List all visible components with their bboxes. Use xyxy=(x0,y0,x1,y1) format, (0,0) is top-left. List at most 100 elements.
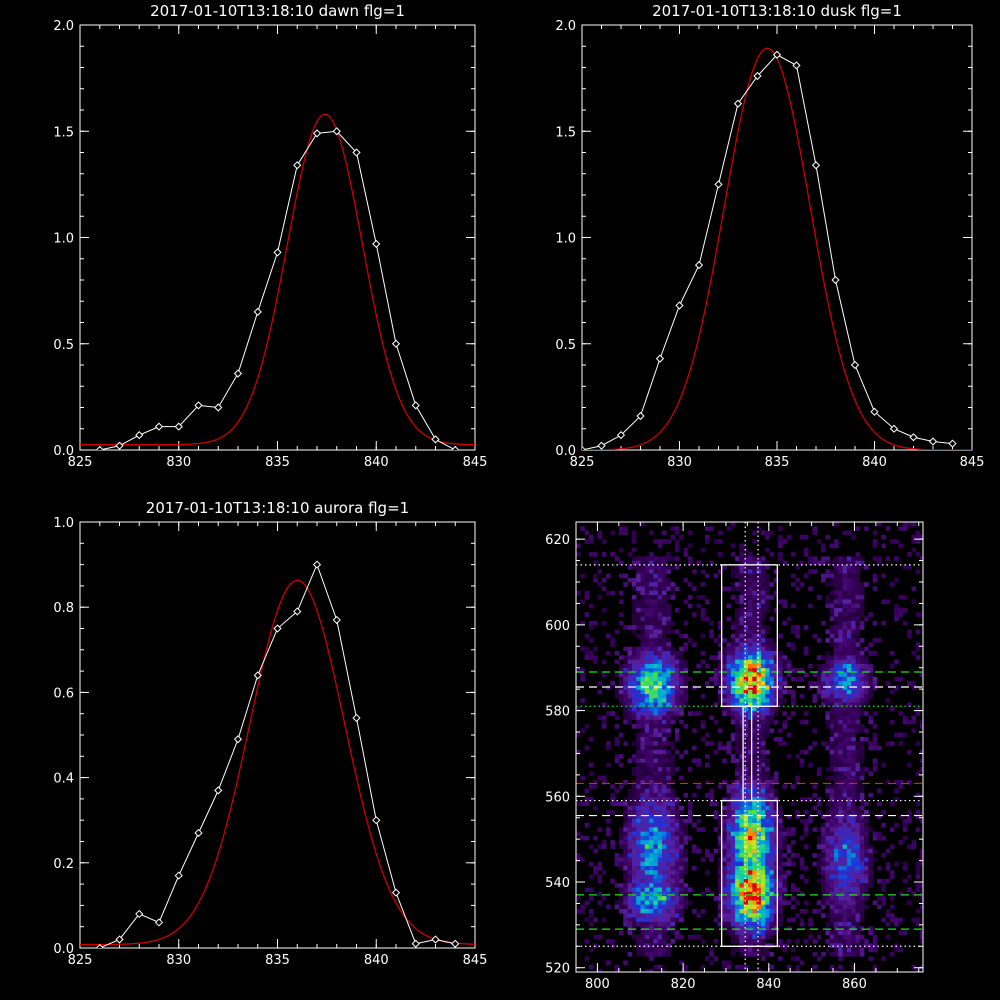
heatmap-cell xyxy=(825,891,830,897)
x-tick-label: 800 xyxy=(585,977,610,992)
heatmap-cell xyxy=(778,883,783,888)
heatmap-cell xyxy=(657,732,663,738)
heatmap-cell xyxy=(717,668,723,673)
heatmap-cell xyxy=(748,939,753,944)
heatmap-cell xyxy=(743,835,749,841)
data-point-marker xyxy=(135,431,144,440)
heatmap-cell xyxy=(748,702,753,708)
heatmap-cell xyxy=(825,651,830,656)
heatmap-cell xyxy=(872,620,878,626)
heatmap-cell xyxy=(864,857,869,862)
heatmap-cell xyxy=(644,629,650,635)
heatmap-cell xyxy=(821,655,826,660)
heatmap-cell xyxy=(627,896,633,901)
heatmap-cell xyxy=(881,762,886,768)
heatmap-cell xyxy=(765,792,770,798)
heatmap-cell xyxy=(851,694,856,699)
heatmap-cell xyxy=(812,792,818,798)
heatmap-cell xyxy=(838,771,843,776)
heatmap-cell xyxy=(696,934,701,940)
heatmap-cell xyxy=(627,861,633,867)
heatmap-cell xyxy=(829,599,835,604)
heatmap-cell xyxy=(842,603,848,609)
heatmap-cell xyxy=(855,715,861,721)
heatmap-cell xyxy=(640,805,646,811)
heatmap-cell xyxy=(855,835,861,841)
heatmap-cell xyxy=(696,758,701,764)
heatmap-cell xyxy=(760,827,766,832)
heatmap-cell xyxy=(760,732,766,738)
heatmap-cell xyxy=(846,797,852,802)
heatmap-cell xyxy=(666,728,671,733)
heatmap-cell xyxy=(717,891,723,897)
heatmap-cell xyxy=(846,805,852,811)
heatmap-cell xyxy=(709,620,714,626)
heatmap-cell xyxy=(868,857,873,862)
heatmap-cell xyxy=(773,835,779,841)
heatmap-cell xyxy=(657,612,663,617)
heatmap-cell xyxy=(846,814,852,819)
heatmap-cell xyxy=(653,784,658,789)
heatmap-cell xyxy=(649,689,654,695)
data-point-marker xyxy=(616,431,626,440)
heatmap-cell xyxy=(834,827,839,832)
heatmap-cell xyxy=(765,706,770,712)
heatmap-cell xyxy=(739,913,744,918)
heatmap-cell xyxy=(709,633,714,639)
heatmap-cell xyxy=(915,921,921,927)
heatmap-cell xyxy=(662,711,667,716)
heatmap-cell xyxy=(644,732,650,738)
heatmap-cell xyxy=(623,870,628,875)
heatmap-cell xyxy=(752,603,757,609)
heatmap-cell xyxy=(825,926,830,931)
heatmap-cell xyxy=(851,964,856,970)
heatmap-cell xyxy=(619,887,624,893)
heatmap-cell xyxy=(894,603,899,609)
data-point-marker xyxy=(115,441,124,450)
heatmap-cell xyxy=(859,685,865,690)
heatmap-cell xyxy=(877,896,882,901)
heatmap-cell xyxy=(640,926,646,931)
heatmap-cell xyxy=(614,853,620,858)
heatmap-cell xyxy=(705,870,710,875)
heatmap-cell xyxy=(726,651,732,656)
heatmap-cell xyxy=(627,711,633,716)
heatmap-cell xyxy=(825,595,830,600)
heatmap-cell xyxy=(778,913,783,918)
heatmap-cell xyxy=(623,835,628,841)
heatmap-cell xyxy=(636,711,641,716)
heatmap-cell xyxy=(657,797,663,802)
heatmap-cell xyxy=(623,676,628,682)
x-tick-label: 835 xyxy=(265,953,290,968)
heatmap-cell xyxy=(816,663,822,669)
heatmap-cell xyxy=(859,900,865,905)
heatmap-cell xyxy=(872,573,878,579)
heatmap-cell xyxy=(838,784,843,789)
heatmap-cell xyxy=(644,754,650,759)
heatmap-cell xyxy=(657,831,663,837)
heatmap-cell xyxy=(739,762,744,768)
heatmap-cell xyxy=(834,595,839,600)
heatmap-cell xyxy=(803,547,809,553)
heatmap-cell xyxy=(735,805,740,811)
heatmap-cell xyxy=(851,702,856,708)
heatmap-cell xyxy=(640,749,646,755)
heatmap-cell xyxy=(748,663,753,669)
heatmap-cell xyxy=(640,646,646,652)
heatmap-cell xyxy=(670,586,676,592)
heatmap-cell xyxy=(760,767,766,772)
heatmap-cell xyxy=(791,887,796,893)
heatmap-cell xyxy=(855,878,861,884)
heatmap-cell xyxy=(838,857,843,862)
heatmap-cell xyxy=(756,556,762,561)
heatmap-cell xyxy=(657,887,663,893)
heatmap-cell xyxy=(760,848,766,854)
heatmap-cell xyxy=(760,754,766,759)
heatmap-cell xyxy=(765,866,770,871)
heatmap-cell xyxy=(662,930,667,936)
heatmap-cell xyxy=(765,698,770,703)
heatmap-cell xyxy=(717,866,723,871)
heatmap-cell xyxy=(636,870,641,875)
data-point-marker xyxy=(194,828,203,838)
heatmap-cell xyxy=(911,917,916,923)
